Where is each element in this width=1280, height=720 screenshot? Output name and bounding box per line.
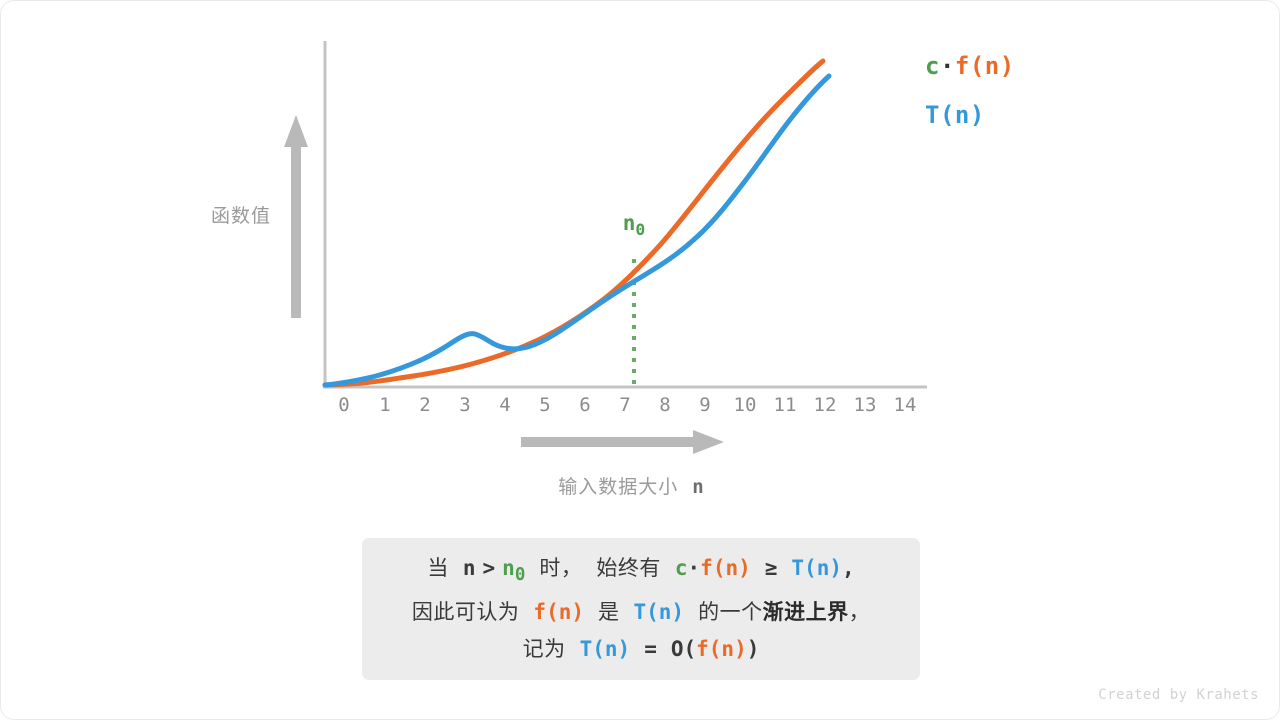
n0-marker-label: n0 [623,211,646,239]
plot-area [322,41,927,389]
cap3-t1: 记为 [522,637,566,662]
cap2-bold-term: 渐进上界 [762,600,849,625]
cap3-big-o-open: O( [670,637,697,662]
cap3-eq: = [644,637,657,662]
x-tick-5: 5 [539,394,551,416]
cap2-comma: ， [848,600,871,625]
caption-line-3: 记为 T(n) = O(f(n)) [523,631,760,668]
curve-t-n [322,73,832,388]
cap1-f-n: f(n) [700,555,751,580]
legend-label-c-f-n: c·f(n) [925,52,1015,80]
cap1-n0: n0 [502,555,526,586]
x-axis-label-variable: n [692,476,704,498]
x-tick-7: 7 [619,394,631,416]
x-axis-tick-labels: 0 1 2 3 4 5 6 7 8 9 10 11 12 13 14 [323,394,927,424]
n0-base: n [622,211,636,235]
x-tick-4: 4 [499,394,511,416]
x-axis-label: 输入数据大小 n [441,472,821,499]
cap3-t-n: T(n) [579,637,631,662]
x-tick-12: 12 [813,394,837,416]
cap1-gt: > [482,555,496,580]
legend-dot-icon: · [939,52,955,80]
caption-line-2: 因此可认为 f(n) 是 T(n) 的一个渐进上界， [412,594,870,631]
y-axis-arrow-icon [284,115,308,318]
cap2-t3: 的一个 [698,600,763,625]
x-tick-1: 1 [379,394,391,416]
x-tick-6: 6 [579,394,591,416]
x-tick-14: 14 [893,394,917,416]
legend-label-t-n: T(n) [925,101,985,129]
x-tick-9: 9 [699,394,711,416]
curve-c-f-n [322,58,826,388]
cap1-t1: 当 [427,555,449,580]
caption-line-1: 当 n > n0 时， 始终有 c·f(n) ≥ T(n), [427,550,854,594]
x-tick-2: 2 [419,394,431,416]
cap3-f-n: f(n) [696,637,747,662]
n0-subscript: 0 [635,220,646,240]
cap2-t2: 是 [598,600,620,625]
x-tick-8: 8 [659,394,671,416]
legend-f-n: f(n) [954,52,1015,80]
legend-c: c [925,52,940,80]
cap3-big-o-close: ) [746,637,760,662]
cap2-t-n: T(n) [633,600,685,625]
cap1-t-n: T(n) [791,555,842,580]
x-tick-13: 13 [853,394,877,416]
x-tick-3: 3 [459,394,471,416]
legend-t-n: T(n) [925,101,985,129]
cap1-ge-icon: ≥ [764,555,778,580]
cap2-t1: 因此可认为 [411,600,520,625]
x-axis-label-group: 输入数据大小 n [441,429,861,509]
cap1-dot-icon: · [687,555,701,580]
cap1-t2: 时， [539,555,583,580]
x-tick-11: 11 [773,394,797,416]
x-tick-10: 10 [733,394,757,416]
x-tick-0: 0 [338,394,350,416]
y-axis-label: 函数值 [210,205,271,227]
y-axis-label-group: 函数值 [171,113,316,318]
cap1-n: n [462,555,476,580]
cap1-comma: , [841,555,855,580]
x-axis-label-text: 输入数据大小 [558,476,679,498]
caption-box: 当 n > n0 时， 始终有 c·f(n) ≥ T(n), 因此可认为 f(n) 是 T(n) 的一个… [362,538,920,680]
cap1-t3: 始终有 [596,555,661,580]
x-axis-arrow-icon [521,430,724,454]
cap2-f-n: f(n) [533,600,584,625]
credit-text: Created by Krahets [1098,687,1259,703]
cap1-c: c [674,555,688,580]
